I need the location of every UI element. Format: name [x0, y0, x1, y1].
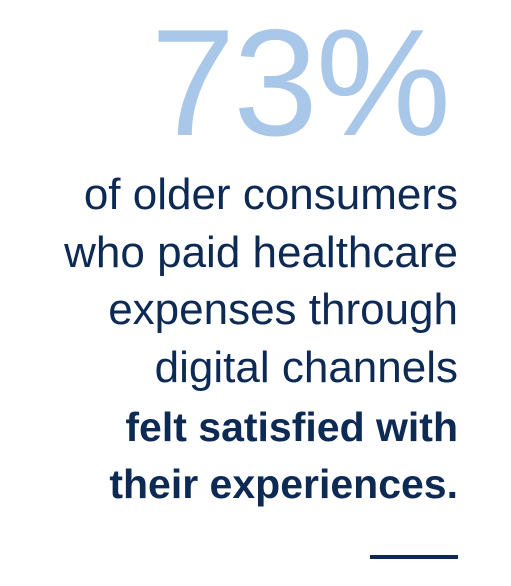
stat-value: 73% — [150, 0, 451, 168]
stat-line: who paid healthcare — [64, 228, 458, 277]
stat-emphasis: their experiences. — [109, 461, 458, 507]
stat-line: expenses through — [108, 285, 458, 334]
stat-emphasis: felt satisfied with — [125, 404, 458, 450]
divider — [370, 555, 458, 559]
stat-line: of older consumers — [83, 170, 458, 219]
stat-line: digital channels — [154, 343, 458, 392]
